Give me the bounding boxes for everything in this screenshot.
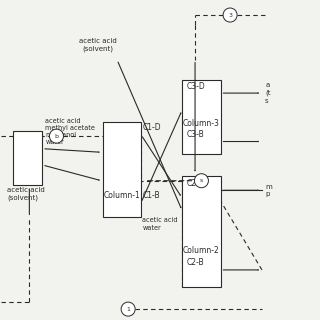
Text: m
p: m p bbox=[265, 183, 272, 197]
Text: C1-D: C1-D bbox=[142, 123, 161, 132]
Circle shape bbox=[223, 8, 237, 22]
Circle shape bbox=[195, 174, 208, 188]
FancyBboxPatch shape bbox=[182, 80, 220, 154]
Text: acetic acid
water: acetic acid water bbox=[142, 217, 178, 231]
Text: s: s bbox=[200, 178, 203, 183]
Text: C2-D: C2-D bbox=[187, 179, 206, 188]
Text: acetic acid
methyl acetate
methanol
water: acetic acid methyl acetate methanol wate… bbox=[45, 118, 95, 146]
Text: 1: 1 bbox=[126, 307, 130, 312]
FancyBboxPatch shape bbox=[182, 176, 220, 287]
FancyBboxPatch shape bbox=[13, 131, 42, 186]
Text: acetic acid
(solvent): acetic acid (solvent) bbox=[7, 187, 45, 201]
Text: 3: 3 bbox=[228, 12, 232, 18]
Text: b: b bbox=[54, 134, 59, 139]
Text: Column-3: Column-3 bbox=[183, 119, 220, 128]
Text: C3-B: C3-B bbox=[187, 130, 205, 139]
Circle shape bbox=[50, 129, 63, 143]
Text: acetic acid
(solvent): acetic acid (solvent) bbox=[79, 38, 117, 52]
Text: C1-B: C1-B bbox=[142, 191, 160, 200]
Circle shape bbox=[121, 302, 135, 316]
FancyBboxPatch shape bbox=[103, 122, 141, 217]
Text: a
(t
s: a (t s bbox=[265, 82, 271, 104]
Text: Column-1: Column-1 bbox=[103, 190, 140, 200]
Text: C2-B: C2-B bbox=[187, 258, 205, 268]
Text: C3-D: C3-D bbox=[187, 82, 206, 91]
Text: Column-2: Column-2 bbox=[183, 246, 220, 255]
